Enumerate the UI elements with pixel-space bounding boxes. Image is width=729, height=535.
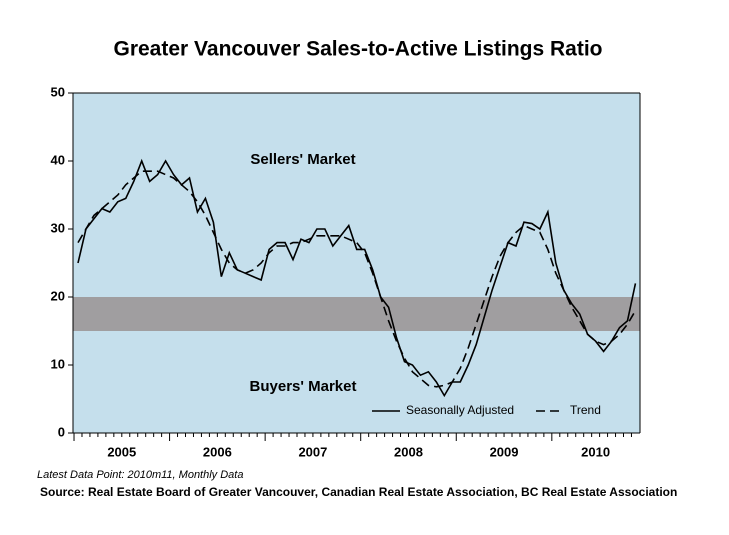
legend-label: Trend [570,403,601,417]
series-line [77,170,637,388]
annotation: Sellers' Market [250,151,355,168]
x-tick-label: 2008 [394,444,423,459]
annotation: Buyers' Market [250,378,357,395]
x-tick-label: 2007 [298,444,327,459]
x-tick-label: 2009 [490,444,519,459]
y-tick-label: 40 [51,152,65,167]
x-tick-label: 2010 [581,444,610,459]
band [73,297,640,331]
chart-title: Greater Vancouver Sales-to-Active Listin… [114,38,603,61]
source: Source: Real Estate Board of Greater Van… [40,485,677,499]
y-tick-label: 50 [51,84,65,99]
plot-background [73,93,640,433]
y-tick-label: 0 [58,424,65,439]
series-line [77,158,637,398]
x-tick-label: 2005 [107,444,136,459]
y-tick-label: 10 [51,356,65,371]
legend-label: Seasonally Adjusted [406,403,514,417]
x-tick-label: 2006 [203,444,232,459]
y-tick-label: 20 [51,288,65,303]
note: Latest Data Point: 2010m11, Monthly Data [37,469,243,481]
y-tick-label: 30 [51,220,65,235]
